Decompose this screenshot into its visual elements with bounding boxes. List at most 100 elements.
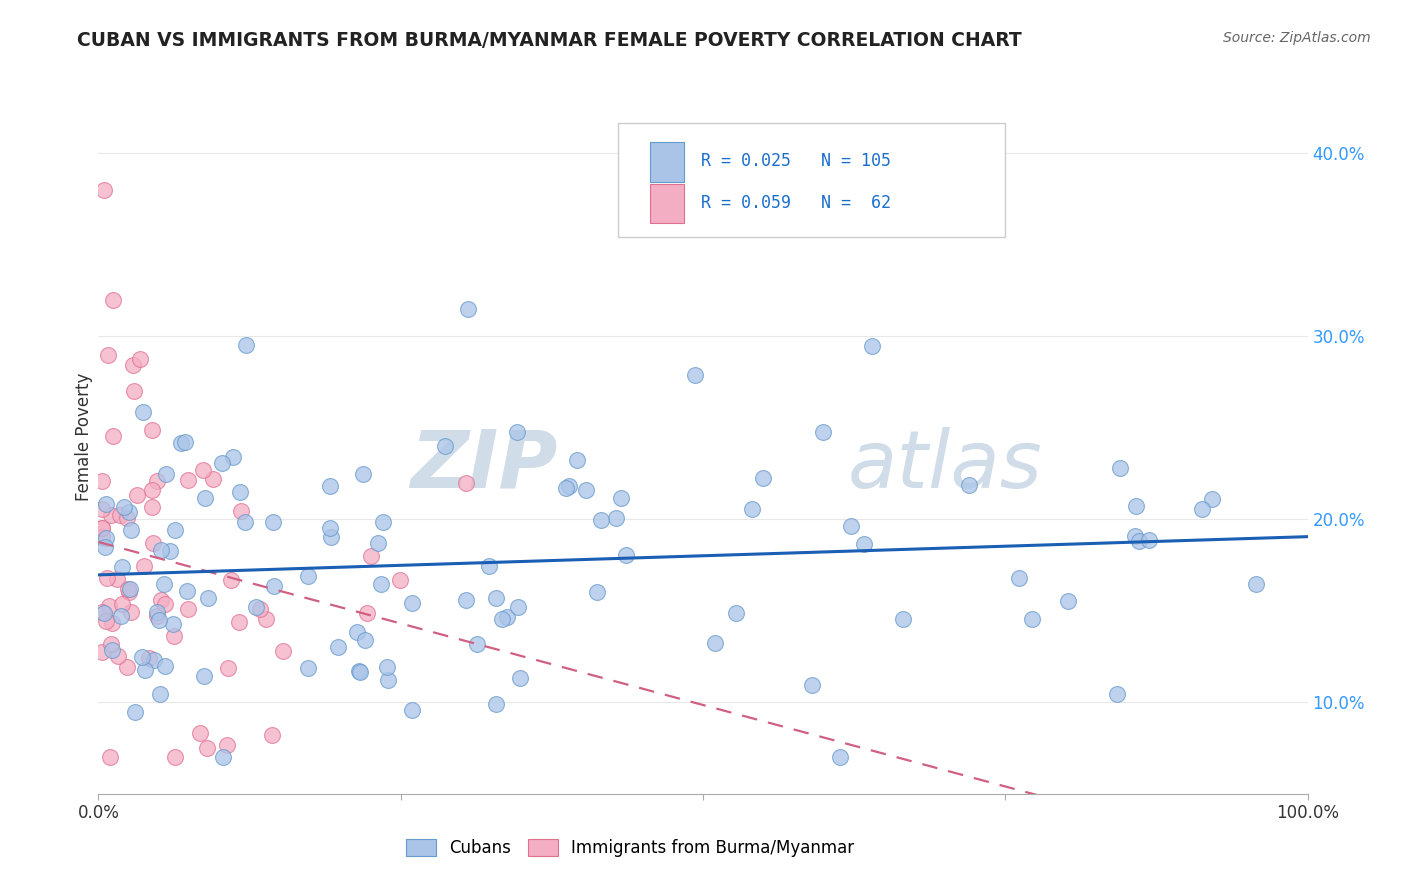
Point <box>271 644 294 658</box>
Point <box>354 632 377 647</box>
Point <box>190 726 212 740</box>
Point <box>1105 687 1128 701</box>
Point <box>152 577 174 591</box>
Point <box>91 644 114 658</box>
Point <box>193 463 215 477</box>
Point <box>371 515 394 529</box>
Point <box>159 544 181 558</box>
Point <box>101 616 124 631</box>
Point <box>957 477 980 491</box>
Point <box>370 577 392 591</box>
Point <box>146 609 169 624</box>
Point <box>129 352 152 367</box>
Point <box>852 537 875 551</box>
Point <box>201 472 224 486</box>
Point <box>811 425 834 439</box>
Point <box>346 624 368 639</box>
Point <box>91 605 114 619</box>
FancyBboxPatch shape <box>650 184 683 223</box>
Point <box>704 636 727 650</box>
Point <box>148 613 170 627</box>
Point <box>1057 594 1080 608</box>
Point <box>111 559 134 574</box>
Point <box>1128 533 1150 548</box>
Point <box>155 598 177 612</box>
Point <box>249 601 271 615</box>
Point <box>434 439 457 453</box>
Point <box>97 348 120 362</box>
Point <box>91 502 114 516</box>
Point <box>801 678 824 692</box>
Point <box>211 456 233 470</box>
Point <box>91 530 114 544</box>
Point <box>349 665 371 679</box>
Point <box>377 673 399 687</box>
Point <box>108 508 131 522</box>
Point <box>117 582 139 597</box>
Point <box>162 617 184 632</box>
Point <box>176 583 198 598</box>
Point <box>118 584 141 599</box>
Point <box>1021 612 1043 626</box>
Point <box>610 491 633 506</box>
Legend: Cubans, Immigrants from Burma/Myanmar: Cubans, Immigrants from Burma/Myanmar <box>399 832 862 864</box>
Point <box>575 483 598 497</box>
Point <box>146 474 169 488</box>
Point <box>352 467 374 482</box>
Point <box>155 467 177 482</box>
Point <box>245 599 267 614</box>
Text: CUBAN VS IMMIGRANTS FROM BURMA/MYANMAR FEMALE POVERTY CORRELATION CHART: CUBAN VS IMMIGRANTS FROM BURMA/MYANMAR F… <box>77 31 1022 50</box>
Point <box>1008 571 1031 585</box>
Point <box>297 568 319 582</box>
Point <box>115 660 138 674</box>
Point <box>319 530 342 544</box>
Point <box>741 502 763 516</box>
Point <box>122 384 145 399</box>
Point <box>197 591 219 605</box>
Point <box>107 649 129 664</box>
Point <box>484 591 506 605</box>
Point <box>233 515 256 529</box>
Point <box>112 500 135 515</box>
Point <box>401 596 423 610</box>
Point <box>1125 500 1147 514</box>
Point <box>228 615 250 629</box>
Point <box>221 450 243 464</box>
Point <box>143 653 166 667</box>
Point <box>495 610 517 624</box>
Point <box>319 521 342 535</box>
Point <box>262 516 284 530</box>
Point <box>142 535 165 549</box>
Text: atlas: atlas <box>848 426 1043 505</box>
Point <box>839 518 862 533</box>
Point <box>506 599 529 614</box>
Point <box>565 453 588 467</box>
FancyBboxPatch shape <box>650 143 683 182</box>
Point <box>591 513 613 527</box>
Point <box>132 558 155 573</box>
Point <box>683 368 706 382</box>
Point <box>263 579 285 593</box>
Point <box>605 511 627 525</box>
Point <box>105 572 128 586</box>
Point <box>231 504 253 518</box>
Point <box>1201 491 1223 506</box>
Point <box>389 574 412 588</box>
Point <box>375 660 398 674</box>
Point <box>724 606 747 620</box>
Point <box>347 664 370 678</box>
Point <box>165 523 187 537</box>
Point <box>478 559 501 574</box>
Point <box>100 638 122 652</box>
Point <box>91 474 114 488</box>
Point <box>120 605 142 619</box>
Point <box>155 659 177 673</box>
Point <box>235 338 257 352</box>
Point <box>121 358 143 372</box>
Point <box>163 750 186 764</box>
Point <box>98 750 121 764</box>
Point <box>115 511 138 525</box>
Point <box>326 640 349 654</box>
Point <box>101 643 124 657</box>
Point <box>100 508 122 522</box>
